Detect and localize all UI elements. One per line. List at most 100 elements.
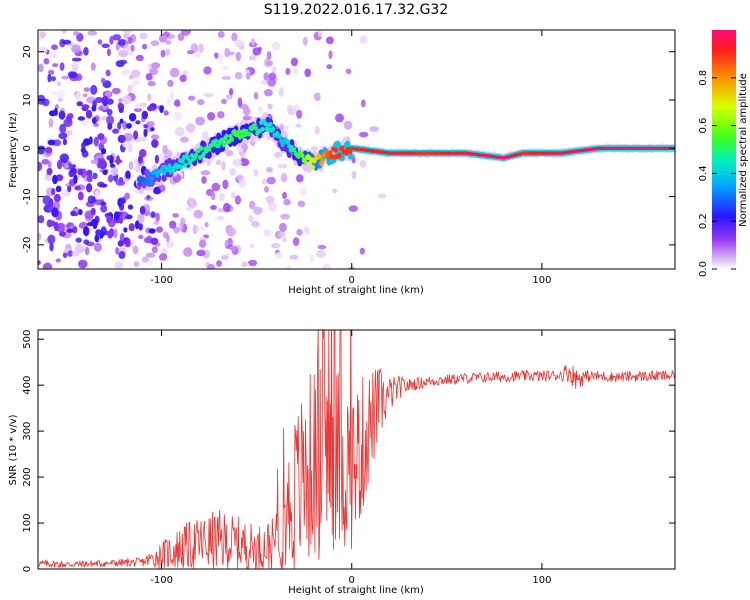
heatmap-speckle: [133, 158, 139, 167]
heatmap-speckle: [220, 255, 229, 261]
colorbar-tick-label: 0.4: [698, 165, 709, 181]
heatmap-speckle: [296, 109, 303, 119]
heatmap-speckle: [55, 185, 62, 193]
heatmap-speckle: [53, 193, 61, 203]
heatmap-speckle: [179, 74, 187, 83]
heatmap-speckle: [192, 224, 198, 235]
heatmap-speckle: [297, 200, 306, 208]
heatmap-speckle: [125, 239, 131, 248]
heatmap-ridge-core: [186, 155, 190, 161]
heatmap-speckle: [121, 69, 131, 75]
heatmap-speckle: [113, 261, 124, 269]
heatmap-ridge-core: [328, 150, 333, 156]
heatmap-speckle: [154, 154, 159, 164]
heatmap-speckle: [260, 79, 268, 85]
heatmap-speckle: [351, 170, 357, 180]
heatmap-ridge-outer: [161, 173, 167, 182]
heatmap-speckle: [242, 107, 251, 116]
heatmap-speckle: [102, 169, 108, 176]
heatmap-speckle: [94, 189, 101, 200]
heatmap-speckle: [117, 134, 126, 144]
heatmap-speckle: [160, 49, 166, 58]
heatmap-speckle: [183, 70, 188, 77]
heatmap-speckle: [138, 234, 144, 240]
heatmap-speckle: [217, 111, 225, 119]
heatmap-speckle: [46, 219, 53, 228]
heatmap-speckle: [52, 91, 59, 96]
heatmap-speckle: [146, 260, 154, 265]
heatmap-speckle: [112, 128, 120, 134]
heatmap-speckle: [113, 211, 120, 221]
heatmap-speckle: [193, 209, 203, 219]
heatmap-speckle: [332, 188, 338, 194]
heatmap-speckle: [139, 32, 148, 40]
heatmap-ridge-core: [296, 154, 301, 160]
heatmap-speckle: [207, 112, 216, 121]
heatmap-speckle: [43, 58, 50, 65]
heatmap-speckle: [161, 35, 168, 42]
heatmap-ridge-core: [180, 158, 185, 164]
heatmap-speckle: [127, 84, 133, 94]
heatmap-speckle: [101, 43, 110, 49]
y-tick-label: 10: [22, 94, 33, 107]
heatmap-speckle: [229, 168, 236, 176]
snr-panel: -100 0 100 0 100 200 300 400 500 Height of strai…: [8, 329, 676, 596]
heatmap-speckle: [217, 31, 225, 38]
heatmap-speckle: [118, 251, 126, 259]
heatmap-speckle: [199, 239, 207, 248]
heatmap-speckle: [165, 48, 171, 56]
heatmap-ridge-core: [162, 170, 167, 176]
heatmap-speckle: [150, 134, 160, 140]
heatmap-speckle: [271, 66, 277, 74]
heatmap-speckle: [253, 206, 263, 215]
heatmap-speckle: [146, 121, 155, 127]
heatmap-speckle: [304, 226, 310, 233]
y-tick-label: 300: [22, 422, 33, 441]
heatmap-speckle: [71, 62, 79, 72]
heatmap-speckle: [132, 245, 139, 255]
heatmap-speckle: [125, 170, 131, 179]
heatmap-speckle: [73, 174, 78, 184]
heatmap-speckle: [325, 36, 334, 45]
heatmap-speckle: [224, 47, 231, 58]
heatmap-speckle: [316, 249, 326, 259]
heatmap-speckle: [296, 228, 303, 236]
heatmap-speckle: [138, 149, 147, 158]
heatmap-speckle: [86, 174, 93, 183]
heatmap-speckle: [278, 231, 286, 238]
heatmap-speckle: [122, 120, 127, 130]
heatmap-speckle: [61, 39, 72, 45]
heatmap-speckle: [210, 192, 216, 201]
heatmap-ridge-core: [337, 152, 342, 158]
colorbar: 0.0 0.2 0.4 0.6 0.8 Normalized spectral ampl…: [698, 30, 749, 277]
heatmap-speckle: [230, 191, 236, 199]
heatmap-speckle: [113, 228, 118, 239]
heatmap-speckle: [47, 160, 52, 169]
heatmap-speckle: [151, 62, 161, 70]
heatmap-ridge-core: [247, 131, 252, 137]
heatmap-speckle: [299, 188, 307, 196]
heatmap-speckle: [369, 126, 380, 132]
heatmap-speckle: [174, 99, 181, 105]
heatmap-speckle: [282, 237, 287, 243]
colorbar-label: Normalized spectral amplitude: [738, 73, 749, 227]
heatmap-speckle: [87, 30, 98, 36]
heatmap-speckle: [127, 204, 134, 210]
heatmap-speckle: [248, 215, 254, 223]
heatmap-speckle: [214, 52, 219, 59]
heatmap-speckle: [72, 31, 80, 36]
heatmap-speckle: [141, 110, 148, 120]
heatmap-speckle: [266, 51, 272, 60]
heatmap-speckle: [326, 64, 333, 70]
heatmap-speckle: [50, 52, 58, 59]
heatmap-speckle: [117, 121, 122, 130]
heatmap-speckle: [266, 167, 273, 173]
heatmap-speckle: [377, 193, 387, 198]
heatmap-ridge-core: [230, 136, 234, 142]
heatmap-speckle: [94, 234, 100, 243]
heatmap-speckle: [119, 118, 124, 124]
heatmap-speckle: [124, 44, 130, 53]
heatmap-speckle: [95, 229, 102, 236]
heatmap-speckle: [105, 69, 111, 77]
heatmap-speckle: [77, 168, 84, 176]
